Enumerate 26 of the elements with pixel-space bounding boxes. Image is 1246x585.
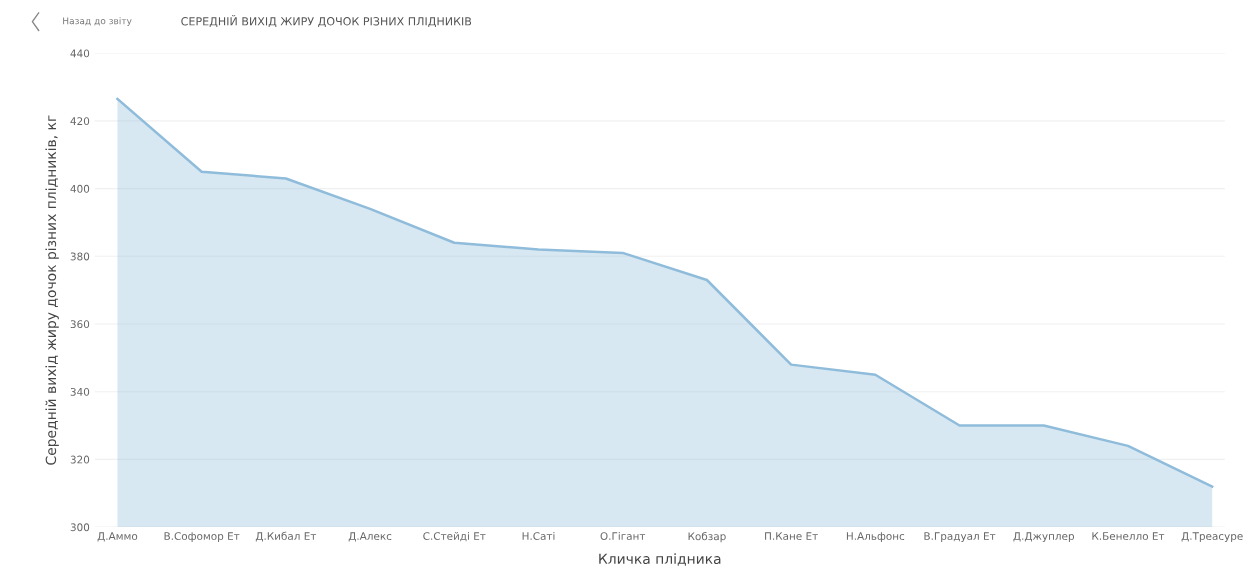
x-tick-label: Н.Саті bbox=[522, 531, 555, 541]
x-axis-title: Кличка плідника bbox=[599, 553, 721, 566]
x-tick-label: К.Бенелло Ет bbox=[1092, 532, 1165, 541]
x-tick-label: В.Софомор Ет bbox=[164, 532, 240, 543]
x-tick-label: Д.Джуплер bbox=[1013, 532, 1075, 543]
x-tick-label: О.Гігант bbox=[600, 531, 646, 541]
x-tick-label: С.Стейді Ет bbox=[423, 531, 486, 542]
y-tick-label: 440 bbox=[70, 49, 90, 58]
x-tick-label: Д.Кибал Ет bbox=[255, 531, 317, 542]
x-tick-label: Д.Алекс bbox=[348, 532, 392, 542]
y-tick-label: 320 bbox=[70, 455, 90, 464]
x-tick-label: В.Градуал Ет bbox=[924, 532, 996, 543]
text: Назад до звіту bbox=[63, 17, 132, 27]
y-tick-label: 300 bbox=[70, 523, 90, 532]
x-tick-label: Кобзар bbox=[688, 531, 726, 543]
x-tick-label: Н.Альфонс bbox=[846, 532, 905, 543]
y-tick-label: 380 bbox=[70, 252, 90, 261]
y-axis-title: Середній вихід жиру дочок різних плідників, кг bbox=[45, 115, 59, 465]
y-tick-label: 420 bbox=[70, 117, 90, 126]
x-tick-label: П.Кане Ет bbox=[765, 532, 818, 541]
y-tick-label: 400 bbox=[70, 184, 90, 193]
y-tick-label: 340 bbox=[70, 387, 90, 396]
x-tick-label: Д.Аммо bbox=[97, 532, 138, 542]
chart-title: СЕРЕДНІЙ ВИХІД ЖИРУ ДОЧОК РІЗНИХ ПЛІДНИКІВ bbox=[181, 15, 472, 28]
x-tick-label: Д.Треасуре bbox=[1181, 532, 1243, 543]
y-tick-label: 360 bbox=[70, 320, 90, 329]
